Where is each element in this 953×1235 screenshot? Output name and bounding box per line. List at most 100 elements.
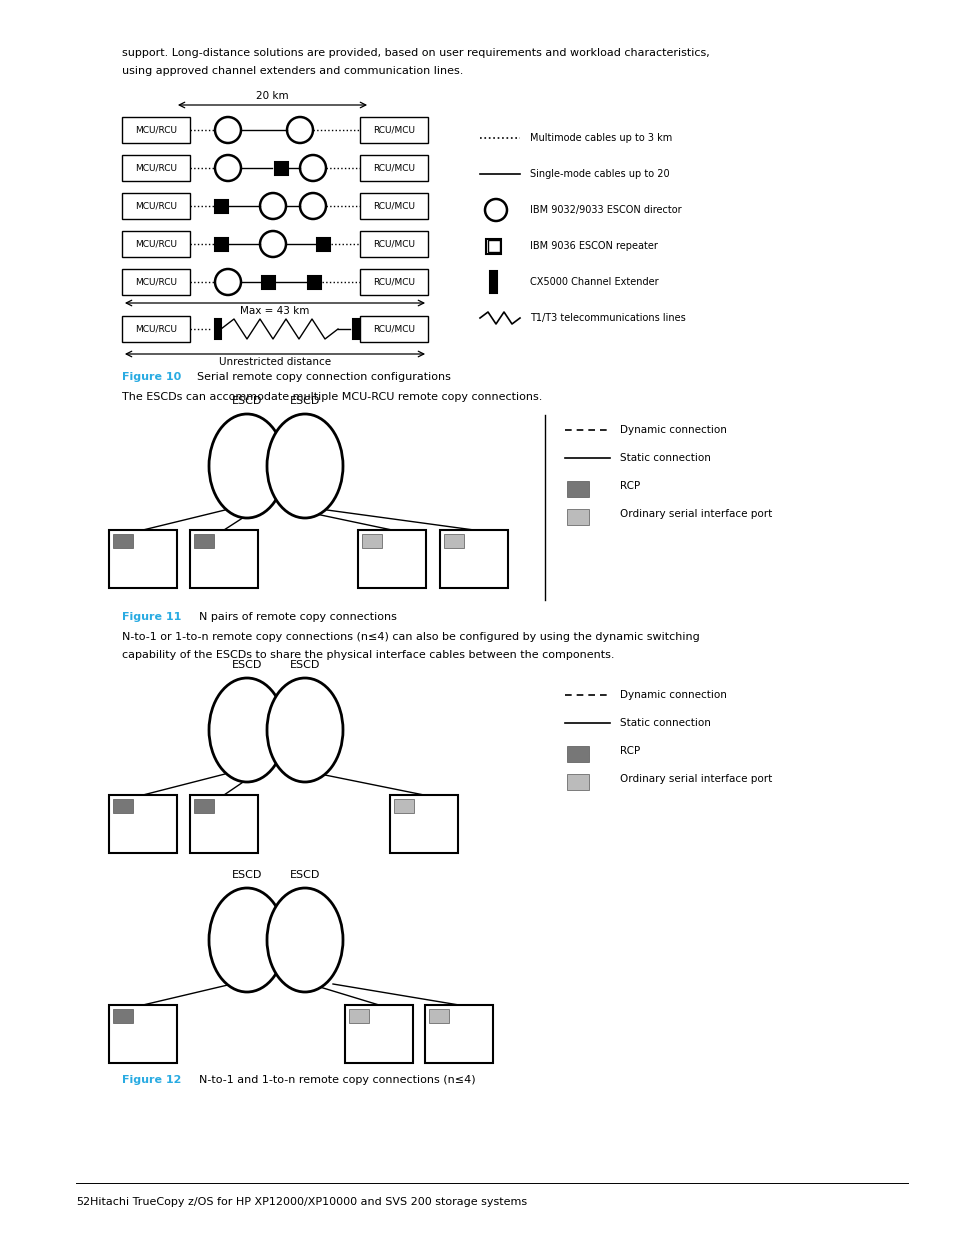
Text: RCU1: RCU1	[459, 568, 488, 578]
Ellipse shape	[209, 414, 285, 517]
Bar	[112, 799, 132, 813]
Bar	[394, 799, 414, 813]
Bar	[486, 238, 501, 253]
Text: T1/T3 telecommunications lines: T1/T3 telecommunications lines	[530, 312, 685, 324]
Bar	[190, 530, 257, 588]
Bar	[214, 319, 221, 338]
Text: Dynamic connection: Dynamic connection	[619, 425, 726, 435]
Text: N-to-1 and 1-to-n remote copy connections (n≤4): N-to-1 and 1-to-n remote copy connection…	[192, 1074, 476, 1086]
Text: IBM 9036 ESCON repeater: IBM 9036 ESCON repeater	[530, 241, 658, 251]
Bar	[566, 480, 588, 496]
Bar	[359, 269, 428, 295]
Text: Unrestricted distance: Unrestricted distance	[218, 357, 331, 367]
Bar	[345, 1005, 413, 1063]
Bar	[361, 534, 381, 548]
Bar	[122, 156, 190, 182]
Text: RCP: RCP	[619, 480, 639, 492]
Text: Figure 11: Figure 11	[122, 613, 181, 622]
Bar	[317, 237, 330, 251]
Text: MCU: MCU	[131, 1044, 154, 1053]
Bar	[390, 795, 457, 853]
Text: MCU/RCU: MCU/RCU	[135, 126, 177, 135]
Text: The ESCDs can accommodate multiple MCU-RCU remote copy connections.: The ESCDs can accommodate multiple MCU-R…	[122, 391, 542, 403]
Text: capability of the ESCDs to share the physical interface cables between the compo: capability of the ESCDs to share the phy…	[122, 650, 614, 659]
Bar	[122, 117, 190, 143]
Ellipse shape	[267, 414, 343, 517]
Bar	[566, 774, 588, 790]
Text: Ordinary serial interface port: Ordinary serial interface port	[619, 774, 771, 784]
Text: RCU2: RCU2	[377, 568, 406, 578]
Text: MCU/RCU: MCU/RCU	[135, 163, 177, 173]
Bar	[215, 237, 229, 251]
Text: N-to-1 or 1-to-n remote copy connections (n≤4) can also be configured by using t: N-to-1 or 1-to-n remote copy connections…	[122, 632, 699, 642]
Bar	[122, 269, 190, 295]
Bar	[439, 530, 507, 588]
Text: Figure 10: Figure 10	[122, 372, 181, 382]
Text: Ordinary serial interface port: Ordinary serial interface port	[619, 509, 771, 519]
Text: RCU: RCU	[413, 832, 435, 844]
Text: RCU/MCU: RCU/MCU	[373, 240, 415, 248]
Bar	[112, 534, 132, 548]
Bar	[443, 534, 463, 548]
Text: 20 km: 20 km	[255, 91, 288, 101]
Text: RCU/MCU: RCU/MCU	[373, 163, 415, 173]
Text: Serial remote copy connection configurations: Serial remote copy connection configurat…	[190, 372, 451, 382]
Text: Single-mode cables up to 20: Single-mode cables up to 20	[530, 169, 669, 179]
Text: Figure 12: Figure 12	[122, 1074, 181, 1086]
Bar	[359, 231, 428, 257]
Text: Multimode cables up to 3 km: Multimode cables up to 3 km	[530, 133, 672, 143]
Text: MCU2: MCU2	[209, 832, 239, 844]
Bar	[566, 746, 588, 762]
Text: MCU/RCU: MCU/RCU	[135, 278, 177, 287]
Ellipse shape	[267, 888, 343, 992]
Text: RCU/MCU: RCU/MCU	[373, 126, 415, 135]
Text: CX5000 Channel Extender: CX5000 Channel Extender	[530, 277, 658, 287]
Bar	[122, 193, 190, 219]
Text: ESCD: ESCD	[290, 869, 320, 881]
Bar	[359, 156, 428, 182]
Text: Hitachi TrueCopy z/OS for HP XP12000/XP10000 and SVS 200 storage systems: Hitachi TrueCopy z/OS for HP XP12000/XP1…	[76, 1197, 527, 1207]
Text: MCU2: MCU2	[209, 568, 239, 578]
Bar	[262, 275, 275, 289]
Text: ESCD: ESCD	[232, 659, 262, 671]
Text: RCU2: RCU2	[365, 1044, 393, 1053]
Bar	[359, 117, 428, 143]
Bar	[424, 1005, 493, 1063]
Text: using approved channel extenders and communication lines.: using approved channel extenders and com…	[122, 65, 463, 77]
Text: support. Long-distance solutions are provided, based on user requirements and wo: support. Long-distance solutions are pro…	[122, 48, 709, 58]
Bar	[349, 1009, 369, 1023]
Text: RCU1: RCU1	[444, 1044, 473, 1053]
Bar	[490, 270, 497, 293]
Text: N pairs of remote copy connections: N pairs of remote copy connections	[192, 613, 396, 622]
Bar	[109, 1005, 177, 1063]
Text: Dynamic connection: Dynamic connection	[619, 690, 726, 700]
Text: ESCD: ESCD	[290, 396, 320, 406]
Text: ESCD: ESCD	[232, 396, 262, 406]
Bar	[275, 162, 288, 174]
Text: RCP: RCP	[619, 746, 639, 756]
Bar	[566, 509, 588, 525]
Text: RCU/MCU: RCU/MCU	[373, 201, 415, 210]
Bar	[357, 530, 426, 588]
Ellipse shape	[209, 888, 285, 992]
Bar	[308, 275, 321, 289]
Bar	[359, 316, 428, 342]
Text: Static connection: Static connection	[619, 453, 710, 463]
Bar	[488, 240, 499, 252]
Bar	[359, 193, 428, 219]
Bar	[353, 319, 358, 338]
Text: RCU/MCU: RCU/MCU	[373, 325, 415, 333]
Bar	[109, 530, 177, 588]
Bar	[429, 1009, 449, 1023]
Bar	[193, 799, 213, 813]
Bar	[190, 795, 257, 853]
Bar	[122, 231, 190, 257]
Text: RCU/MCU: RCU/MCU	[373, 278, 415, 287]
Bar	[109, 795, 177, 853]
Bar	[122, 316, 190, 342]
Text: MCU/RCU: MCU/RCU	[135, 325, 177, 333]
Text: MCU/RCU: MCU/RCU	[135, 240, 177, 248]
Text: MCU1: MCU1	[128, 832, 158, 844]
Text: MCU1: MCU1	[128, 568, 158, 578]
Bar	[193, 534, 213, 548]
